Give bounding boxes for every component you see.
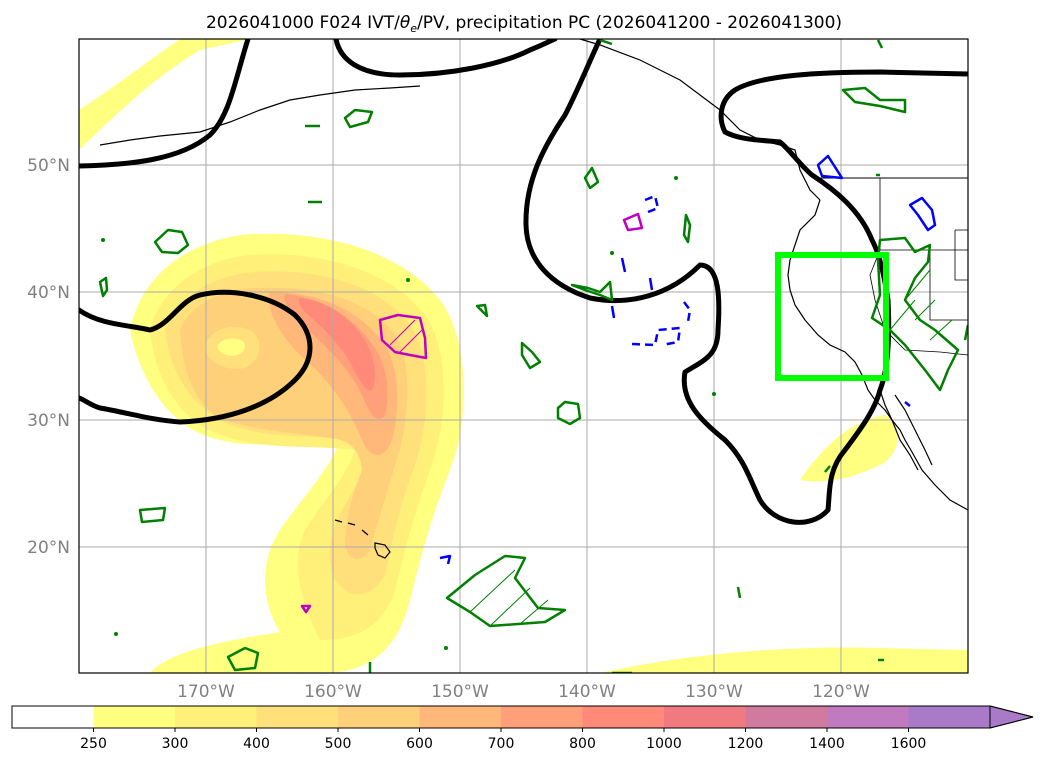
colorbar-segment bbox=[175, 706, 257, 728]
theta-contour bbox=[870, 236, 960, 392]
theta-contour bbox=[556, 400, 582, 426]
mslp-contours bbox=[79, 39, 968, 525]
ivt-contour-250-tail bbox=[79, 39, 250, 150]
colorbar-segment bbox=[827, 706, 909, 728]
ivt-contour-1000 bbox=[298, 298, 376, 391]
aleutian-islands bbox=[99, 85, 421, 146]
state-borders bbox=[869, 178, 968, 356]
coastlines bbox=[99, 39, 968, 559]
theta-contour bbox=[682, 213, 692, 244]
na-west-coast bbox=[787, 199, 968, 511]
pv-neg-contour bbox=[300, 604, 312, 614]
lat-label: 20°N bbox=[27, 538, 70, 558]
map-area bbox=[79, 39, 968, 673]
lat-label: 50°N bbox=[27, 156, 70, 176]
colorbar: 250 300 400 500 600 700 800 1000 1200 1400 1600 bbox=[11, 705, 1034, 752]
theta-contours bbox=[98, 39, 968, 673]
colorbar-segment bbox=[12, 706, 94, 728]
theta-contour bbox=[841, 86, 907, 114]
colorbar-extend-arrow bbox=[989, 705, 1034, 729]
ivt-contour-800 bbox=[284, 294, 388, 419]
ivt-contour-250-pacific bbox=[600, 647, 968, 673]
lat-label: 30°N bbox=[27, 411, 70, 431]
pv-contours bbox=[439, 154, 937, 565]
baja-peninsula bbox=[879, 389, 933, 471]
lat-label: 40°N bbox=[27, 283, 70, 303]
lon-label: 140°W bbox=[558, 682, 616, 702]
theta-contour bbox=[824, 465, 831, 473]
colorbar-label: 250 bbox=[80, 736, 107, 752]
colorbar-segment bbox=[664, 706, 746, 728]
mslp-contour-arc bbox=[333, 39, 558, 78]
ivt-swirl-eye bbox=[217, 338, 246, 356]
colorbar-segment bbox=[338, 706, 420, 728]
theta-contour bbox=[475, 303, 489, 318]
colorbar-label: 1200 bbox=[728, 736, 764, 752]
mslp-contour-trough bbox=[523, 39, 968, 525]
pv-contour bbox=[816, 154, 844, 180]
colorbar-outline bbox=[11, 705, 1034, 729]
colorbar-label: 500 bbox=[325, 736, 352, 752]
theta-contour bbox=[876, 39, 884, 49]
colorbar-label: 600 bbox=[406, 736, 433, 752]
mslp-contour-north bbox=[79, 39, 251, 169]
theta-contour bbox=[226, 646, 260, 672]
pv-neg-contour bbox=[622, 212, 644, 232]
colorbar-label: 800 bbox=[569, 736, 596, 752]
theta-contour bbox=[570, 280, 614, 302]
pv-contour bbox=[439, 554, 452, 565]
theta-contour bbox=[343, 108, 374, 129]
colorbar-label: 400 bbox=[243, 736, 270, 752]
pv-contour bbox=[648, 277, 654, 291]
lon-label: 130°W bbox=[685, 682, 743, 702]
figure-title: 2026041000 F024 IVT/θe/PV, precipitation… bbox=[206, 13, 842, 35]
lon-label: 160°W bbox=[304, 682, 362, 702]
theta-contour bbox=[520, 341, 542, 370]
theta-contour bbox=[583, 166, 600, 190]
colorbar-label: 1600 bbox=[891, 736, 927, 752]
theta-hatch bbox=[469, 269, 953, 627]
pv-negative-contours bbox=[300, 212, 644, 614]
pv-contour bbox=[908, 196, 937, 232]
pv-contour-dashed bbox=[644, 194, 660, 214]
region-box bbox=[775, 252, 889, 381]
colorbar-segment bbox=[582, 706, 665, 728]
alaska-coast bbox=[579, 39, 821, 201]
colorbar-segment bbox=[256, 706, 339, 728]
colorbar-label: 300 bbox=[162, 736, 189, 752]
lon-label: 120°W bbox=[812, 682, 870, 702]
pv-contour bbox=[620, 257, 627, 273]
ivt-shading bbox=[79, 39, 968, 673]
colorbar-segment bbox=[745, 706, 828, 728]
colorbar-segment bbox=[419, 706, 502, 728]
colorbar-label: 1000 bbox=[646, 736, 682, 752]
colorbar-segment bbox=[93, 706, 176, 728]
lon-label: 170°W bbox=[177, 682, 235, 702]
pv-contour bbox=[610, 305, 616, 319]
theta-contour bbox=[138, 506, 167, 524]
lon-labels: 170°W 160°W 150°W 140°W 130°W 120°W bbox=[177, 682, 870, 702]
theta-contour bbox=[98, 276, 109, 298]
pv-contour-dashed bbox=[683, 301, 692, 323]
pv-contour bbox=[904, 401, 911, 407]
theta-contour bbox=[736, 586, 742, 599]
pv-contour-dashed bbox=[631, 326, 682, 347]
pv-neg-contour bbox=[378, 313, 428, 360]
colorbar-segment bbox=[908, 706, 991, 728]
map-dots bbox=[101, 176, 716, 650]
colorbar-label: 700 bbox=[488, 736, 515, 752]
mslp-contour-low bbox=[79, 289, 313, 425]
map-frame bbox=[78, 38, 969, 674]
theta-contour bbox=[599, 39, 613, 46]
theta-contour bbox=[153, 228, 190, 255]
lon-label: 150°W bbox=[431, 682, 489, 702]
colorbar-segment bbox=[501, 706, 583, 728]
lat-labels: 50°N 40°N 30°N 20°N bbox=[27, 156, 70, 558]
hawaii-islands bbox=[334, 519, 391, 559]
pv-neg-hatch bbox=[389, 319, 423, 353]
colorbar-label: 1400 bbox=[809, 736, 845, 752]
